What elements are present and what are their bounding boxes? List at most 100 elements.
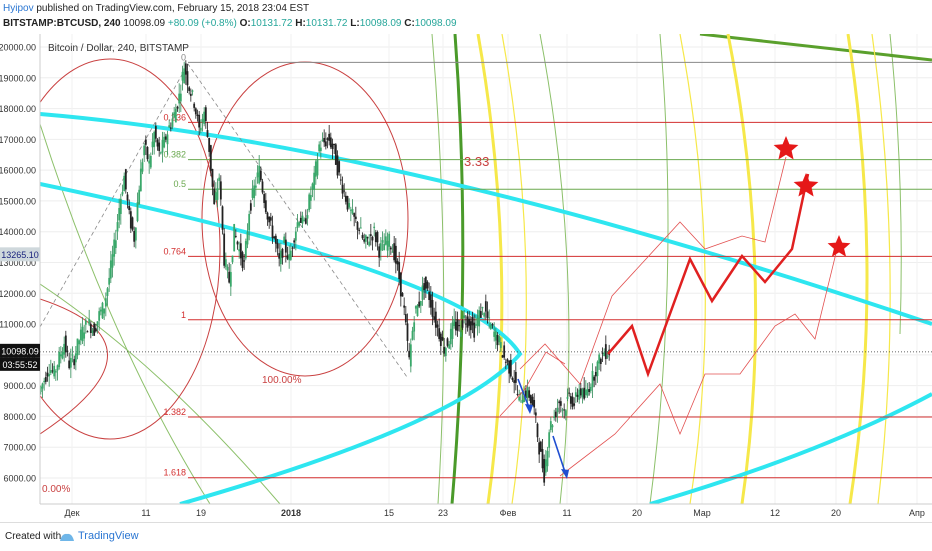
candle-body: [208, 137, 211, 152]
high-value: 10131.72: [305, 18, 348, 29]
level-label-box: [0, 247, 40, 262]
x-tick-label: Мар: [693, 508, 711, 518]
y-tick-label: 7000.00: [3, 443, 36, 453]
candle-body: [294, 231, 297, 241]
candle-body: [523, 396, 526, 403]
candle-body: [153, 131, 156, 147]
candle-body: [489, 324, 492, 329]
y-tick-label: 18000.00: [0, 104, 36, 114]
candle-body: [426, 281, 429, 289]
candle-body: [418, 301, 421, 307]
candle-body: [144, 139, 147, 145]
candle-body: [571, 396, 574, 407]
candle-body: [238, 249, 241, 252]
candle-body: [331, 143, 334, 149]
candle-body: [399, 272, 402, 297]
candle-body: [61, 351, 64, 359]
chart-background: [0, 34, 932, 522]
candle-body: [368, 241, 371, 246]
candle-body: [544, 459, 547, 473]
candle-body: [248, 214, 251, 231]
candle-body: [574, 392, 577, 397]
candle-body: [113, 239, 116, 257]
candle-body: [348, 203, 351, 208]
candle-body: [509, 359, 512, 377]
candle-body: [458, 325, 461, 327]
arrow-head: [561, 469, 569, 479]
candle-body: [289, 250, 292, 260]
candle-body: [474, 324, 477, 326]
candle-body: [219, 181, 222, 200]
candle-body: [241, 252, 244, 268]
candle-body: [376, 232, 379, 243]
candle-body: [288, 254, 291, 261]
x-tick-label: Апр: [909, 508, 925, 518]
candle-body: [603, 352, 606, 357]
candle-body: [556, 407, 559, 413]
candle-body: [459, 332, 462, 337]
chart-title: Bitcoin / Dollar, 240, BITSTAMP: [48, 43, 189, 54]
red-arc: [40, 298, 108, 435]
candle-body: [548, 432, 551, 448]
candle-body: [124, 169, 127, 190]
price-labels: 13265.10 10098.09 03:55:52: [0, 247, 40, 371]
candle-body: [383, 243, 386, 251]
candle-body: [403, 305, 406, 308]
fib-level-label: 0.764: [163, 246, 186, 256]
candle-body: [51, 370, 54, 372]
candle-body: [371, 236, 374, 241]
candle-body: [284, 239, 287, 253]
candle-body: [213, 188, 216, 204]
candle-body: [553, 416, 556, 419]
candle-body: [451, 322, 454, 339]
candle-body: [466, 316, 469, 328]
candle-body: [538, 442, 541, 455]
tradingview-logo-icon: [60, 533, 74, 541]
star-icon: [827, 235, 851, 257]
candle-body: [351, 208, 354, 214]
cyan-arc: [649, 392, 932, 504]
x-tick-label: 20: [831, 508, 841, 518]
candle-body: [306, 215, 309, 219]
candle-body: [606, 356, 609, 358]
candle-body: [134, 227, 137, 241]
level-label-text: 13265.10: [1, 250, 39, 260]
candle-body: [338, 161, 341, 173]
candle-body: [146, 147, 149, 160]
x-tick-label: 19: [196, 508, 206, 518]
candle-body: [566, 396, 569, 399]
candle-body: [259, 170, 262, 181]
candle-body: [501, 355, 504, 358]
candle-body: [543, 459, 546, 483]
candle-body: [541, 448, 544, 469]
candle-body: [228, 271, 231, 283]
candle-body: [484, 301, 487, 312]
candle-body: [218, 177, 221, 181]
candle-body: [511, 378, 514, 380]
candle-body: [384, 236, 387, 245]
candle-body: [589, 386, 592, 391]
candle-body: [343, 190, 346, 192]
candle-body: [188, 87, 191, 91]
candle-body: [78, 340, 81, 345]
candle-body: [508, 360, 511, 374]
candle-body: [258, 165, 261, 184]
candle-body: [478, 310, 481, 327]
candle-body: [428, 292, 431, 301]
candle-body: [551, 425, 554, 428]
candle-body: [446, 338, 449, 346]
tradingview-link[interactable]: TradingView: [78, 530, 139, 542]
candle-body: [413, 322, 416, 332]
candle-body: [94, 328, 97, 332]
close-value: 10098.09: [414, 18, 457, 29]
candle-body: [111, 254, 114, 268]
candle-body: [604, 344, 607, 360]
author-link[interactable]: Hyipov: [3, 3, 34, 14]
green-arc: [40, 123, 211, 504]
candle-body: [278, 253, 281, 259]
candle-body: [396, 260, 399, 265]
candle-body: [114, 240, 117, 249]
candle-body: [349, 209, 352, 211]
candle-body: [326, 138, 329, 140]
